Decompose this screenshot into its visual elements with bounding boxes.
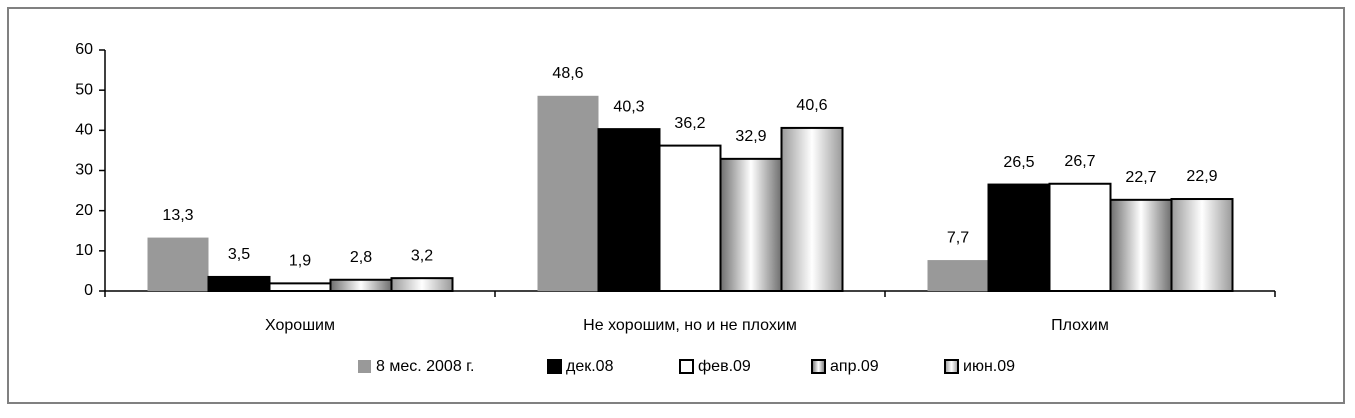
value-label: 22,7 xyxy=(1125,169,1156,186)
y-tick-label: 60 xyxy=(75,41,93,58)
bar xyxy=(329,278,393,292)
legend-marker xyxy=(358,360,371,373)
value-label: 2,8 xyxy=(350,249,372,266)
bar xyxy=(597,128,661,292)
legend-marker xyxy=(679,359,694,374)
value-label: 13,3 xyxy=(162,207,193,224)
y-tick-label: 10 xyxy=(75,242,93,259)
legend-marker xyxy=(811,359,826,374)
value-label: 22,9 xyxy=(1186,168,1217,185)
y-tick-label: 0 xyxy=(84,282,93,299)
value-label: 3,2 xyxy=(411,247,433,264)
bar xyxy=(719,157,783,292)
legend-label: дек.08 xyxy=(566,358,614,375)
value-label: 1,9 xyxy=(289,253,311,270)
value-label: 3,5 xyxy=(228,246,250,263)
bar xyxy=(207,275,271,293)
bar xyxy=(1170,198,1234,292)
value-label: 26,5 xyxy=(1003,154,1034,171)
bar xyxy=(927,260,989,291)
value-label: 7,7 xyxy=(947,229,969,246)
bar xyxy=(147,237,209,291)
x-tick-label: Плохим xyxy=(1051,317,1109,334)
bar xyxy=(1048,182,1112,293)
y-tick-label: 50 xyxy=(75,81,93,98)
bar xyxy=(390,277,454,293)
bar xyxy=(268,282,332,293)
y-tick-label: 20 xyxy=(75,202,93,219)
value-label: 40,3 xyxy=(613,98,644,115)
bar xyxy=(537,95,599,291)
bar xyxy=(658,144,722,292)
x-tick-label: Не хорошим, но и не плохим xyxy=(583,317,797,334)
legend-label: июн.09 xyxy=(963,358,1015,375)
legend-label: фев.09 xyxy=(698,358,751,375)
value-label: 26,7 xyxy=(1064,153,1095,170)
legend-label: 8 мес. 2008 г. xyxy=(376,358,475,375)
y-tick-label: 30 xyxy=(75,162,93,179)
bar xyxy=(780,126,844,292)
bar xyxy=(1109,198,1173,293)
legend-label: апр.09 xyxy=(830,358,879,375)
value-label: 48,6 xyxy=(552,65,583,82)
legend-marker xyxy=(547,359,562,374)
bar xyxy=(987,183,1051,292)
value-label: 40,6 xyxy=(796,97,827,114)
value-label: 36,2 xyxy=(674,115,705,132)
legend-marker xyxy=(944,359,959,374)
value-label: 32,9 xyxy=(735,128,766,145)
y-tick-label: 40 xyxy=(75,122,93,139)
x-tick-label: Хорошим xyxy=(265,317,335,334)
